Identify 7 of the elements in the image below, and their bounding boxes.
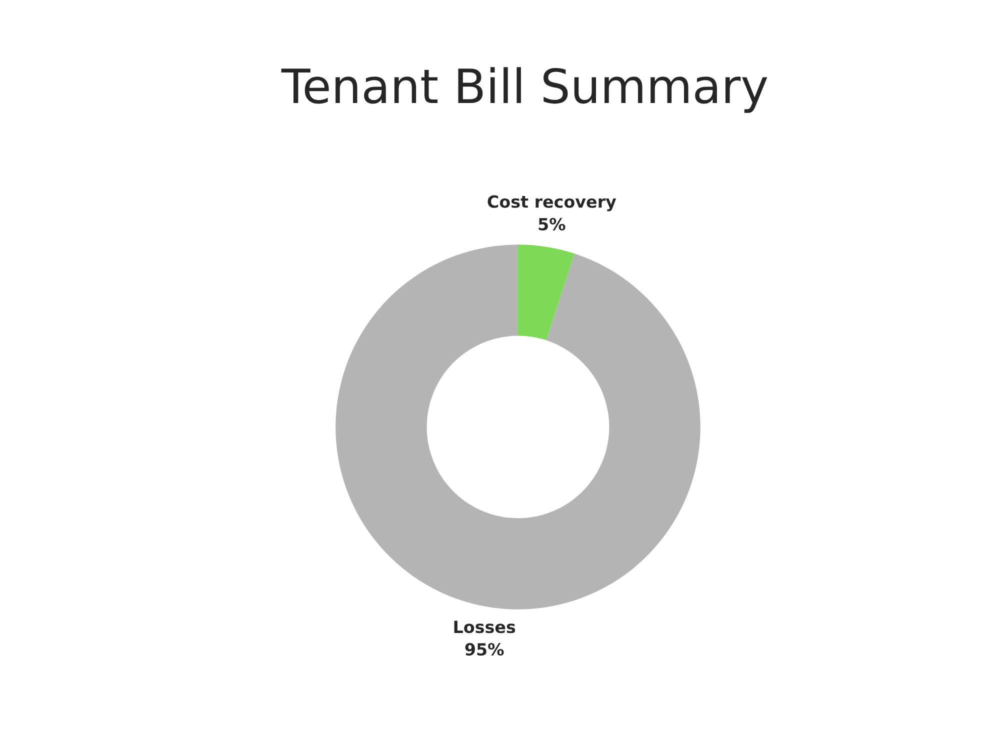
- slice-label: Losses: [454, 620, 516, 634]
- data-label: 5%: [538, 218, 566, 230]
- data-label: 95%: [465, 643, 504, 656]
- chart-title: Tenant Bill Summary: [281, 67, 768, 113]
- slice-label: Cost recovery: [488, 195, 616, 212]
- donut-slice: [518, 244, 574, 340]
- donut-slice: [336, 244, 700, 610]
